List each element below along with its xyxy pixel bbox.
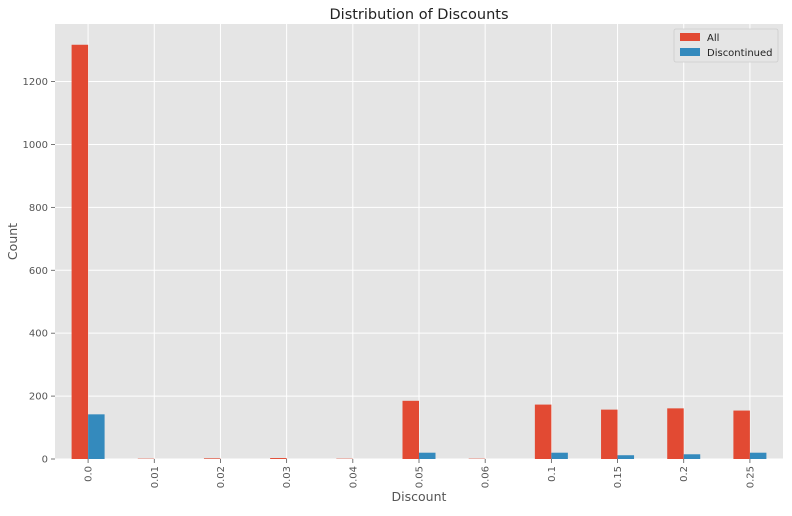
x-tick-label: 0.0 xyxy=(84,466,95,482)
y-axis-label: Count xyxy=(5,223,20,260)
bar-all xyxy=(403,401,420,459)
bar-discontinued xyxy=(551,453,568,459)
bar-discontinued xyxy=(618,455,635,459)
x-tick-label: 0.1 xyxy=(547,466,558,482)
x-tick-label: 0.05 xyxy=(415,466,426,488)
bar-all xyxy=(72,45,89,459)
y-tick-label: 0 xyxy=(42,455,48,466)
x-tick-label: 0.2 xyxy=(679,466,690,482)
bar-discontinued xyxy=(684,454,701,459)
bar-all xyxy=(667,408,684,459)
x-tick-label: 0.15 xyxy=(613,466,624,488)
x-tick-label: 0.02 xyxy=(216,466,227,488)
x-tick-label: 0.01 xyxy=(150,466,161,488)
legend-swatch-all xyxy=(680,33,700,41)
y-tick-label: 800 xyxy=(29,203,48,214)
x-tick-label: 0.03 xyxy=(282,466,293,488)
y-tick-label: 1200 xyxy=(23,77,48,88)
x-tick-label: 0.04 xyxy=(348,466,359,488)
bar-discontinued xyxy=(88,414,105,459)
x-axis-label: Discount xyxy=(392,489,447,504)
bar-all xyxy=(204,458,221,459)
x-tick-label: 0.06 xyxy=(481,466,492,488)
bar-discontinued xyxy=(750,453,767,459)
y-axis-ticks: 0 200 400 600 800 1000 1200 xyxy=(23,77,55,465)
legend-label-discontinued: Discontinued xyxy=(707,48,773,59)
y-tick-label: 600 xyxy=(29,266,48,277)
chart-title: Distribution of Discounts xyxy=(330,7,509,23)
bar-discontinued xyxy=(419,453,436,459)
y-tick-label: 400 xyxy=(29,329,48,340)
y-tick-label: 200 xyxy=(29,392,48,403)
bar-all xyxy=(733,411,750,459)
legend-label-all: All xyxy=(707,33,719,44)
bar-all xyxy=(601,410,618,459)
x-tick-label: 0.25 xyxy=(745,466,756,488)
bar-all xyxy=(535,405,552,459)
bar-all xyxy=(270,458,287,459)
legend: All Discontinued xyxy=(674,29,778,62)
legend-swatch-discontinued xyxy=(680,48,700,56)
y-tick-label: 1000 xyxy=(23,140,48,151)
x-axis-ticks: 0.0 0.01 0.02 0.03 0.04 0.05 0.06 0.1 0.15 0.2 0.2… xyxy=(84,459,757,488)
